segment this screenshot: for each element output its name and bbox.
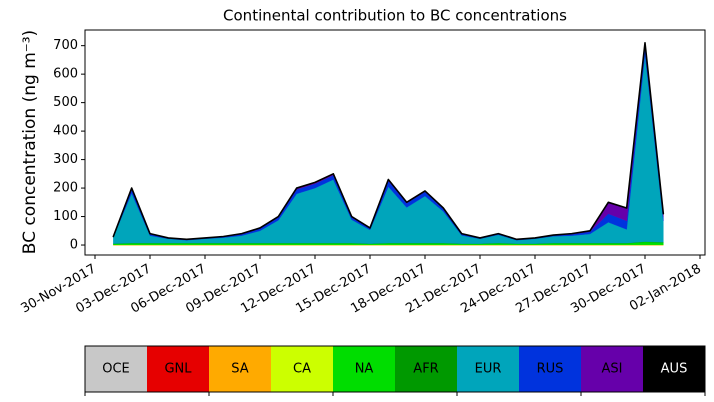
colorbar-frame — [84, 345, 706, 393]
legend-label: CA — [293, 362, 311, 377]
y-tick-label: 500 — [53, 95, 78, 110]
legend-swatch — [147, 346, 209, 392]
legend-swatch — [333, 346, 395, 392]
legend-label: ASI — [602, 362, 623, 377]
y-tick-label: 300 — [53, 152, 78, 167]
legend-swatch — [271, 346, 333, 392]
legend-swatch — [85, 346, 147, 392]
legend-swatch — [519, 346, 581, 392]
legend-swatch — [581, 346, 643, 392]
legend-label: AUS — [661, 362, 688, 377]
legend-label: SA — [231, 362, 248, 377]
legend-label: RUS — [537, 362, 564, 377]
y-axis-label: BC concentration (ng m⁻³) — [20, 30, 40, 254]
plot-frame — [84, 29, 706, 256]
area — [112, 42, 665, 241]
legend-swatch — [643, 346, 705, 392]
legend-swatch — [457, 346, 519, 392]
legend-label: EUR — [475, 362, 502, 377]
legend-swatch — [395, 346, 457, 392]
area — [113, 54, 664, 244]
legend-label: GNL — [164, 362, 192, 377]
y-tick-label: 100 — [53, 209, 78, 224]
y-tick-label: 400 — [53, 124, 78, 139]
y-tick-label: 200 — [53, 181, 78, 196]
y-tick-label: 0 — [70, 238, 78, 253]
legend-label: AFR — [413, 362, 438, 377]
y-tick-label: 600 — [53, 67, 78, 82]
legend-label: NA — [355, 362, 374, 377]
areas — [112, 42, 665, 246]
legend-label: OCE — [102, 362, 130, 377]
legend-swatch — [209, 346, 271, 392]
chart-title: Continental contribution to BC concentra… — [223, 7, 567, 25]
y-tick-label: 700 — [53, 38, 78, 53]
